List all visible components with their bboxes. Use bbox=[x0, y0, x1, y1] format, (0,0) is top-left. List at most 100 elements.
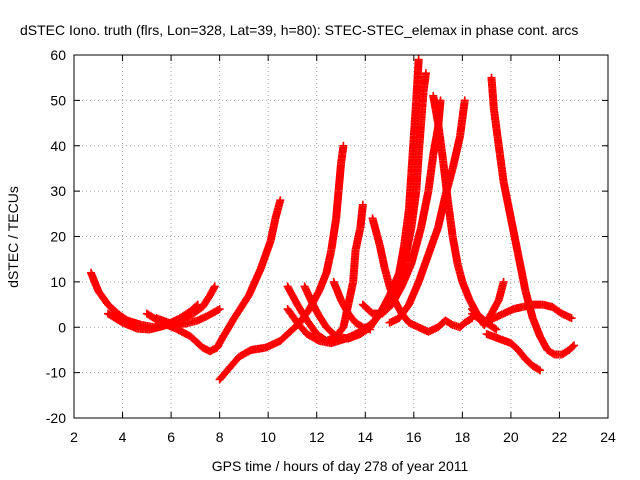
data-point-trail bbox=[434, 120, 447, 162]
data-point-trail bbox=[277, 328, 293, 344]
data-point-trail bbox=[257, 238, 275, 271]
data-point-trail bbox=[412, 152, 423, 194]
data-series bbox=[468, 277, 508, 329]
data-point-trail bbox=[515, 347, 529, 362]
data-point-trail bbox=[284, 283, 301, 308]
data-point-trail bbox=[322, 247, 335, 276]
data-point-trail bbox=[381, 265, 394, 289]
chart-title: dSTEC Iono. truth (flrs, Lon=328, Lat=39… bbox=[20, 22, 578, 38]
data-point bbox=[570, 341, 579, 350]
data-point-trail bbox=[495, 143, 508, 185]
data-series bbox=[215, 141, 348, 384]
data-point bbox=[460, 96, 469, 105]
data-series bbox=[358, 96, 445, 318]
x-tick-label: 14 bbox=[357, 429, 373, 445]
data-point-trail bbox=[327, 215, 340, 253]
x-tick-label: 8 bbox=[216, 429, 224, 445]
data-point-trail bbox=[216, 365, 233, 383]
data-point-trail bbox=[356, 202, 367, 230]
x-tick-label: 16 bbox=[406, 429, 422, 445]
data-point-trail bbox=[407, 134, 418, 176]
x-tick-label: 20 bbox=[503, 429, 519, 445]
data-point-trail bbox=[396, 301, 412, 321]
data-point-trail bbox=[424, 152, 437, 194]
data-point-trail bbox=[449, 134, 464, 171]
data-series bbox=[300, 55, 423, 343]
data-point-trail bbox=[441, 166, 457, 199]
data-point-trail bbox=[481, 311, 495, 328]
y-tick-label: 30 bbox=[50, 183, 66, 199]
data-point-trail bbox=[199, 292, 213, 310]
data-point-trail bbox=[559, 346, 572, 358]
data-point-trail bbox=[415, 252, 432, 285]
x-tick-label: 6 bbox=[167, 429, 175, 445]
data-point-trail bbox=[456, 98, 469, 139]
data-point-trail bbox=[521, 288, 537, 321]
y-tick-label: 10 bbox=[50, 274, 66, 290]
data-point-trail bbox=[412, 57, 423, 103]
data-point-trail bbox=[187, 301, 201, 315]
x-axis-label: GPS time / hours of day 278 of year 2011 bbox=[212, 458, 469, 474]
data-point-trail bbox=[236, 346, 254, 360]
data-point-trail bbox=[424, 224, 442, 258]
data-point-trail bbox=[187, 333, 206, 351]
data-point bbox=[358, 200, 367, 209]
data-point-trail bbox=[442, 317, 456, 329]
data-point-trail bbox=[353, 319, 366, 331]
data-point-trail bbox=[271, 197, 284, 221]
data-point-trail bbox=[508, 340, 521, 353]
data-point bbox=[414, 55, 423, 64]
data-point-trail bbox=[360, 301, 376, 317]
data-series bbox=[482, 330, 545, 375]
data-point bbox=[366, 325, 375, 334]
data-point-trail bbox=[499, 179, 515, 221]
data-point-trail bbox=[284, 306, 301, 326]
data-point-trail bbox=[409, 98, 421, 139]
x-tick-labels: 2 4 6 8 10 12 14 16 18 20 22 24 bbox=[70, 429, 616, 445]
y-tick-label: -20 bbox=[46, 410, 66, 426]
data-point-trail bbox=[308, 299, 323, 319]
data-point-trail bbox=[304, 317, 320, 337]
data-point-trail bbox=[105, 310, 126, 326]
data-point-trail bbox=[218, 315, 238, 342]
data-point-trail bbox=[87, 270, 102, 294]
data-point-trail bbox=[337, 143, 348, 167]
data-point-trail bbox=[434, 193, 449, 230]
data-point-trail bbox=[245, 265, 265, 298]
data-point-trail bbox=[388, 283, 405, 308]
data-point-trail bbox=[490, 107, 503, 149]
y-tick-label: 40 bbox=[50, 138, 66, 154]
data-point-trail bbox=[549, 303, 565, 317]
data-points bbox=[86, 55, 579, 384]
data-point bbox=[193, 300, 202, 309]
data-point-trail bbox=[450, 321, 463, 331]
data-series bbox=[385, 96, 469, 327]
data-point-trail bbox=[294, 320, 310, 337]
data-point bbox=[567, 314, 576, 323]
data-point-trail bbox=[95, 288, 111, 308]
data-point-trail bbox=[405, 170, 416, 212]
data-point-trail bbox=[566, 342, 577, 353]
data-point-trail bbox=[400, 206, 413, 248]
data-point-trail bbox=[369, 216, 384, 248]
x-tick-label: 2 bbox=[70, 429, 78, 445]
axis-ticks bbox=[73, 54, 609, 419]
data-point-trail bbox=[544, 346, 558, 358]
data-point-trail bbox=[323, 324, 339, 340]
data-point-trail bbox=[316, 313, 330, 330]
data-point-trail bbox=[105, 301, 121, 317]
data-point-trail bbox=[514, 252, 530, 294]
data-point bbox=[339, 141, 348, 150]
x-tick-label: 4 bbox=[119, 429, 127, 445]
data-point-trail bbox=[529, 315, 544, 339]
data-point-trail bbox=[407, 188, 420, 230]
data-series bbox=[152, 305, 224, 328]
data-point-trail bbox=[345, 310, 359, 326]
data-point-trail bbox=[226, 354, 242, 371]
data-point-trail bbox=[376, 243, 389, 271]
data-point-trail bbox=[536, 333, 551, 353]
x-tick-label: 12 bbox=[309, 429, 325, 445]
data-point-trail bbox=[231, 292, 252, 321]
y-tick-label: 50 bbox=[50, 92, 66, 108]
